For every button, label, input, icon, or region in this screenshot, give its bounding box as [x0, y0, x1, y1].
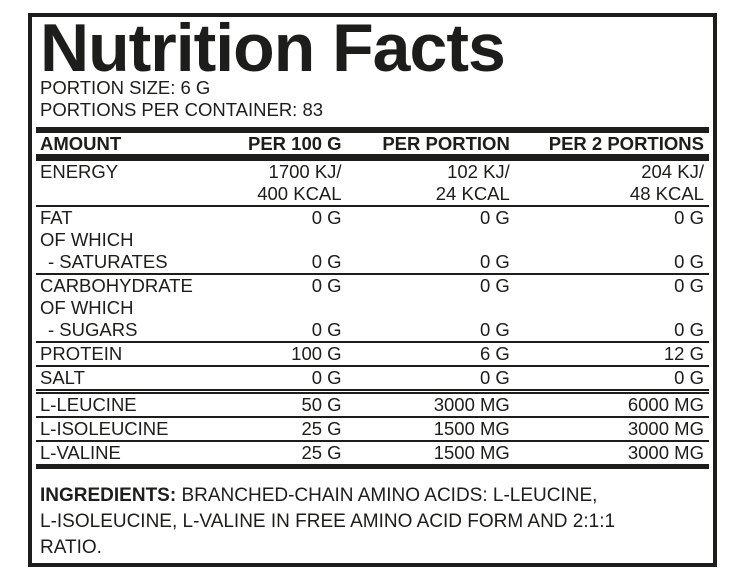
table-row: L-ISOLEUCINE 25 G 1500 MG 3000 MG [36, 418, 709, 440]
value-per-2-portions [514, 297, 709, 319]
value-per-2-portions: 48 KCAL [629, 183, 704, 204]
table-row: CARBOHYDRATE 0 G 0 G 0 G [36, 275, 709, 297]
table-header-row: AMOUNT PER 100 G PER PORTION PER 2 PORTI… [36, 127, 709, 161]
nutrient-group-l-isoleucine: L-ISOLEUCINE 25 G 1500 MG 3000 MG [36, 418, 709, 442]
nutrition-facts-label: Nutrition Facts PORTION SIZE: 6 G PORTIO… [28, 13, 717, 567]
value-per-portion: 6 G [479, 343, 510, 364]
value-per-2-portions: 204 KJ/ [641, 161, 704, 182]
value-per-2-portions: 3000 MG [627, 418, 704, 439]
value-per-100g [231, 297, 345, 319]
value-per-portion: 0 G [479, 207, 510, 228]
value-per-portion: 0 G [479, 367, 510, 388]
value-per-100g: 0 G [311, 275, 342, 296]
table-row: L-VALINE 25 G 1500 MG 3000 MG [36, 442, 709, 464]
ingredients-line-3: RATIO. [40, 537, 102, 558]
value-per-portion: 1500 MG [433, 418, 510, 439]
value-per-100g: 25 G [301, 442, 342, 463]
ingredients-line-2: L-ISOLEUCINE, L-VALINE IN FREE AMINO ACI… [40, 511, 616, 532]
value-per-2-portions: 0 G [674, 275, 704, 296]
ingredients-paragraph: INGREDIENTS: BRANCHED-CHAIN AMINO ACIDS:… [40, 483, 709, 561]
value-per-2-portions: 0 G [674, 367, 704, 388]
table-row: OF WHICH [36, 297, 709, 319]
value-per-100g: 100 G [291, 343, 342, 364]
value-per-portion [346, 297, 514, 319]
nutrition-table: AMOUNT PER 100 G PER PORTION PER 2 PORTI… [36, 127, 709, 469]
value-per-portion: 0 G [479, 319, 510, 340]
portion-size-text: PORTION SIZE: 6 G [40, 77, 211, 98]
table-row: L-LEUCINE 50 G 3000 MG 6000 MG [36, 394, 709, 416]
nutrient-group-l-leucine: L-LEUCINE 50 G 3000 MG 6000 MG [36, 394, 709, 418]
value-per-100g: 50 G [301, 394, 342, 415]
table-row: 400 KCAL 24 KCAL 48 KCAL [36, 183, 709, 205]
table-row: OF WHICH [36, 229, 709, 251]
nutrient-name: L-ISOLEUCINE [40, 418, 169, 439]
value-per-100g: 400 KCAL [257, 183, 342, 204]
nutrient-group-fat: FAT 0 G 0 G 0 G OF WHICH - SATURATES 0 G… [36, 207, 709, 275]
value-per-portion: 0 G [479, 275, 510, 296]
nutrient-name: ENERGY [40, 161, 119, 182]
value-per-2-portions: 6000 MG [627, 394, 704, 415]
nutrient-name: OF WHICH [40, 297, 134, 318]
value-per-100g: 0 G [311, 319, 342, 340]
nutrient-name: PROTEIN [40, 343, 123, 364]
nutrient-group-salt: SALT 0 G 0 G 0 G [36, 367, 709, 394]
value-per-100g: 0 G [311, 367, 342, 388]
ingredients-label: INGREDIENTS: [40, 485, 177, 506]
value-per-2-portions [514, 229, 709, 251]
nutrient-name: L-VALINE [40, 442, 121, 463]
value-per-2-portions: 0 G [674, 207, 704, 228]
table-row: PROTEIN 100 G 6 G 12 G [36, 343, 709, 365]
value-per-2-portions: 0 G [674, 319, 704, 340]
table-row: ENERGY 1700 KJ/ 102 KJ/ 204 KJ/ [36, 161, 709, 183]
table-row: - SATURATES 0 G 0 G 0 G [36, 251, 709, 273]
value-per-portion: 3000 MG [433, 394, 510, 415]
nutrient-name: FAT [40, 207, 73, 228]
value-per-100g: 0 G [311, 207, 342, 228]
nutrient-group-l-valine: L-VALINE 25 G 1500 MG 3000 MG [36, 442, 709, 469]
table-row: SALT 0 G 0 G 0 G [36, 367, 709, 389]
value-per-2-portions: 3000 MG [627, 442, 704, 463]
nutrient-name: CARBOHYDRATE [40, 275, 193, 296]
value-per-portion: 0 G [479, 251, 510, 272]
portions-per-container-text: PORTIONS PER CONTAINER: 83 [40, 98, 324, 120]
nutrient-name: - SATURATES [48, 251, 168, 272]
page-title: Nutrition Facts [40, 13, 506, 86]
nutrient-group-protein: PROTEIN 100 G 6 G 12 G [36, 343, 709, 367]
ingredients-line-1-text: BRANCHED-CHAIN AMINO ACIDS: L-LEUCINE, [176, 485, 598, 506]
value-per-100g [231, 229, 345, 251]
nutrient-group-energy: ENERGY 1700 KJ/ 102 KJ/ 204 KJ/ 400 KCAL… [36, 161, 709, 207]
ingredients-line-1: INGREDIENTS: BRANCHED-CHAIN AMINO ACIDS:… [40, 483, 709, 509]
column-header-per-2-portions: PER 2 PORTIONS [548, 133, 704, 154]
value-per-portion: 1500 MG [433, 442, 510, 463]
value-per-portion: 102 KJ/ [447, 161, 510, 182]
table-row: - SUGARS 0 G 0 G 0 G [36, 319, 709, 341]
column-header-per-portion: PER PORTION [382, 133, 510, 154]
nutrient-name: L-LEUCINE [40, 394, 137, 415]
nutrient-name [36, 183, 231, 205]
nutrient-group-carbohydrate: CARBOHYDRATE 0 G 0 G 0 G OF WHICH - SUGA… [36, 275, 709, 343]
value-per-2-portions: 12 G [663, 343, 704, 364]
nutrient-name: - SUGARS [48, 319, 138, 340]
nutrient-name: SALT [40, 367, 85, 388]
value-per-100g: 1700 KJ/ [268, 161, 342, 182]
value-per-100g: 25 G [301, 418, 342, 439]
table-row: FAT 0 G 0 G 0 G [36, 207, 709, 229]
column-header-amount: AMOUNT [40, 133, 122, 154]
column-header-per-100g: PER 100 G [247, 133, 342, 154]
value-per-portion: 24 KCAL [435, 183, 510, 204]
nutrient-name: OF WHICH [40, 229, 134, 250]
value-per-2-portions: 0 G [674, 251, 704, 272]
value-per-portion [346, 229, 514, 251]
value-per-100g: 0 G [311, 251, 342, 272]
